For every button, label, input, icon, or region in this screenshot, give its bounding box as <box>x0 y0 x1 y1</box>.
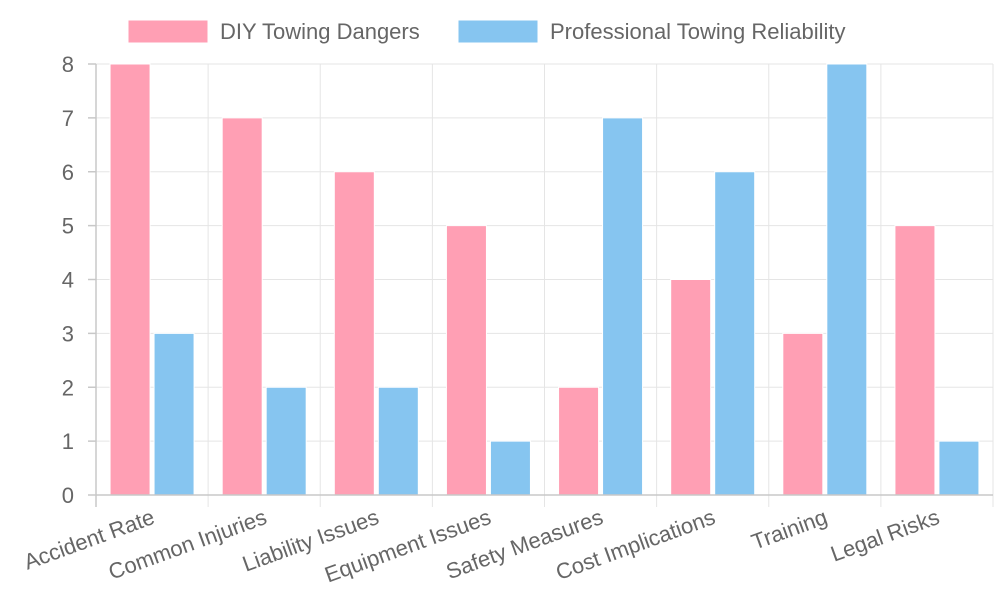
legend-swatch <box>127 19 209 44</box>
bar-diy-towing-dangers-equipment-issues <box>445 225 487 496</box>
y-tick-label: 1 <box>62 429 74 454</box>
bar-diy-towing-dangers-cost-implications <box>670 279 712 496</box>
bar-professional-towing-reliability-legal-risks <box>938 440 980 496</box>
bar-professional-towing-reliability-liability-issues <box>377 386 419 496</box>
legend-item-diy-towing-dangers[interactable]: DIY Towing Dangers <box>127 19 420 44</box>
bar-professional-towing-reliability-safety-measures <box>602 117 644 496</box>
y-tick-label: 4 <box>62 268 74 293</box>
legend-label: Professional Towing Reliability <box>550 19 846 44</box>
bar-diy-towing-dangers-training <box>782 332 824 496</box>
bar-diy-towing-dangers-liability-issues <box>333 171 375 496</box>
y-tick-label: 3 <box>62 321 74 346</box>
y-tick-label: 7 <box>62 106 74 131</box>
bar-professional-towing-reliability-accident-rate <box>153 332 195 496</box>
legend: DIY Towing Dangers Professional Towing Re… <box>127 19 846 44</box>
axes <box>88 63 993 507</box>
y-tick-label: 6 <box>62 160 74 185</box>
bar-professional-towing-reliability-equipment-issues <box>489 440 531 496</box>
bars <box>109 63 980 496</box>
bar-diy-towing-dangers-common-injuries <box>221 117 263 496</box>
bar-diy-towing-dangers-safety-measures <box>558 386 600 496</box>
legend-item-professional-towing-reliability[interactable]: Professional Towing Reliability <box>457 19 846 44</box>
legend-label: DIY Towing Dangers <box>220 19 420 44</box>
x-tick-label-legal-risks: Legal Risks <box>827 504 942 566</box>
bar-professional-towing-reliability-common-injuries <box>265 386 307 496</box>
y-axis-tick-labels: 0 1 2 3 4 5 6 7 8 <box>62 52 74 508</box>
bar-diy-towing-dangers-legal-risks <box>894 225 936 496</box>
bar-professional-towing-reliability-cost-implications <box>714 171 756 496</box>
x-tick-label-training: Training <box>748 504 830 554</box>
y-tick-label: 0 <box>62 483 74 508</box>
y-tick-label: 8 <box>62 52 74 77</box>
y-tick-label: 5 <box>62 214 74 239</box>
legend-swatch <box>457 19 539 44</box>
bar-diy-towing-dangers-accident-rate <box>109 63 151 496</box>
bar-professional-towing-reliability-training <box>826 63 868 496</box>
y-tick-label: 2 <box>62 375 74 400</box>
